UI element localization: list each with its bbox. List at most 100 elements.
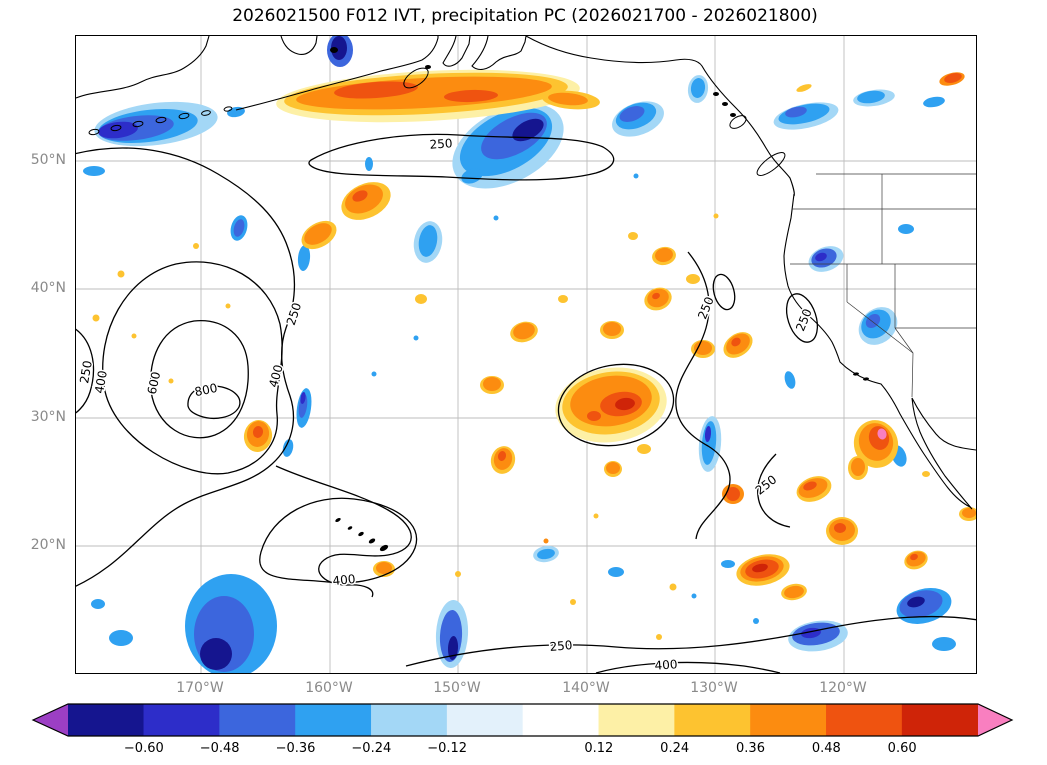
aleutian-island: [201, 110, 211, 116]
anomaly-blob: [558, 295, 568, 303]
colorbar-segment: [219, 704, 296, 736]
anomaly-blob: [851, 458, 865, 476]
nunivak-island: [330, 47, 338, 53]
anomaly-dot: [117, 270, 125, 278]
anomaly-blob: [932, 637, 956, 651]
colorbar-segment: [143, 704, 220, 736]
contour-label: 400: [266, 363, 285, 389]
anomaly-dot: [455, 571, 461, 577]
anomaly-blob: [352, 190, 368, 202]
anomaly-dot: [633, 173, 639, 179]
anomaly-blob: [282, 439, 294, 457]
anomaly-blob: [252, 426, 264, 438]
anomaly-blob: [922, 471, 930, 477]
anomaly-blob: [784, 585, 804, 599]
anomaly-blob: [447, 636, 459, 660]
ivt-contour-600: [150, 320, 249, 439]
ivt-contour-800: [187, 385, 241, 419]
anomaly-blob: [877, 428, 887, 440]
chart-title: 2026021500 F012 IVT, precipitation PC (2…: [232, 6, 818, 26]
colorbar-segment: [295, 704, 372, 736]
anomaly-blob: [694, 341, 712, 355]
hawaii-island: [335, 517, 341, 523]
anomaly-blob: [803, 481, 817, 491]
anomaly-blob: [297, 245, 311, 271]
panhandle-island: [730, 113, 736, 117]
anomaly-blob: [784, 371, 796, 389]
channel-island: [853, 372, 859, 376]
anomaly-blob: [686, 274, 700, 284]
anomaly-blob: [690, 78, 706, 98]
colorbar-tick-label: 0.48: [811, 741, 841, 756]
anomaly-dot: [656, 634, 662, 640]
anomaly-blob: [227, 106, 245, 118]
hawaii-island: [347, 526, 353, 530]
anomaly-blob: [731, 337, 741, 347]
lon-tick-label: 140°W: [562, 680, 610, 696]
colorbar: [30, 702, 1015, 738]
anomaly-blob: [752, 563, 768, 573]
anomaly-blob: [415, 294, 427, 304]
aleutian-island: [110, 124, 122, 132]
ivt-contour-250: [76, 147, 296, 587]
anomaly-blob: [444, 89, 498, 103]
anomaly-blob: [857, 90, 885, 104]
anomaly-blob: [619, 106, 645, 122]
lat-tick-label: 50°N: [30, 152, 66, 168]
anomaly-blob: [923, 96, 945, 108]
anomaly-blob: [834, 523, 846, 533]
anomaly-blob: [910, 553, 918, 561]
anomaly-blob: [652, 292, 660, 300]
anomaly-blob: [200, 638, 232, 670]
contour-label: 400: [92, 370, 110, 395]
anomaly-blob: [461, 168, 483, 184]
ivt-contour-250-east2: [757, 453, 791, 528]
anomaly-blob: [91, 599, 105, 609]
anomaly-blob: [587, 411, 601, 421]
anomaly-blob: [898, 224, 914, 234]
colorbar-tick-label: 0.36: [736, 741, 765, 756]
anomaly-blob: [603, 322, 621, 336]
lat-tick-label: 30°N: [30, 409, 66, 425]
anomaly-blob: [331, 36, 347, 60]
colorbar-segment: [901, 704, 979, 736]
lat-tick-label: 40°N: [30, 280, 66, 296]
anomaly-dot: [543, 538, 549, 544]
gridlines: [76, 36, 976, 673]
contour-label: 250: [753, 472, 780, 497]
contour-label: 400: [332, 572, 356, 588]
ivt-contours: [76, 133, 976, 673]
anomaly-blob: [537, 548, 555, 560]
aleutian-island: [223, 106, 233, 112]
anomaly-blob: [513, 322, 535, 340]
coastline-seward: [280, 36, 318, 55]
aleutian-island: [88, 128, 100, 136]
ivt-contour-250-east: [675, 251, 731, 540]
contour-label: 250: [695, 295, 717, 321]
anomaly-dot: [669, 583, 677, 591]
anomaly-blob: [907, 596, 925, 608]
ivt-contour-250-small-loop: [712, 273, 736, 311]
ivt-contour-400: [102, 261, 283, 475]
anomaly-dot: [168, 378, 174, 384]
lon-tick-label: 150°W: [433, 680, 481, 696]
anomaly-dot: [713, 213, 719, 219]
panhandle-island: [713, 92, 719, 96]
anomaly-blob: [418, 225, 438, 257]
contour-label: 250: [77, 360, 95, 385]
map-panel: 250 250 400 600 800 400 250 250 250 250 400 250 400: [75, 35, 977, 674]
anomaly-blob: [109, 630, 133, 646]
anomaly-blob: [637, 444, 651, 454]
colorbar-tick-label: −0.60: [123, 741, 164, 756]
ivt-contour-250-south: [405, 615, 976, 667]
colorbar-tick-label: −0.48: [199, 741, 240, 756]
anomaly-dot: [570, 599, 576, 605]
colorbar-segment: [826, 704, 903, 736]
kodiak-island: [403, 67, 429, 89]
colorbar-segment: [522, 704, 600, 736]
colorbar-segment: [371, 704, 448, 736]
lon-tick-label: 120°W: [819, 680, 867, 696]
anomaly-blob: [606, 462, 620, 474]
